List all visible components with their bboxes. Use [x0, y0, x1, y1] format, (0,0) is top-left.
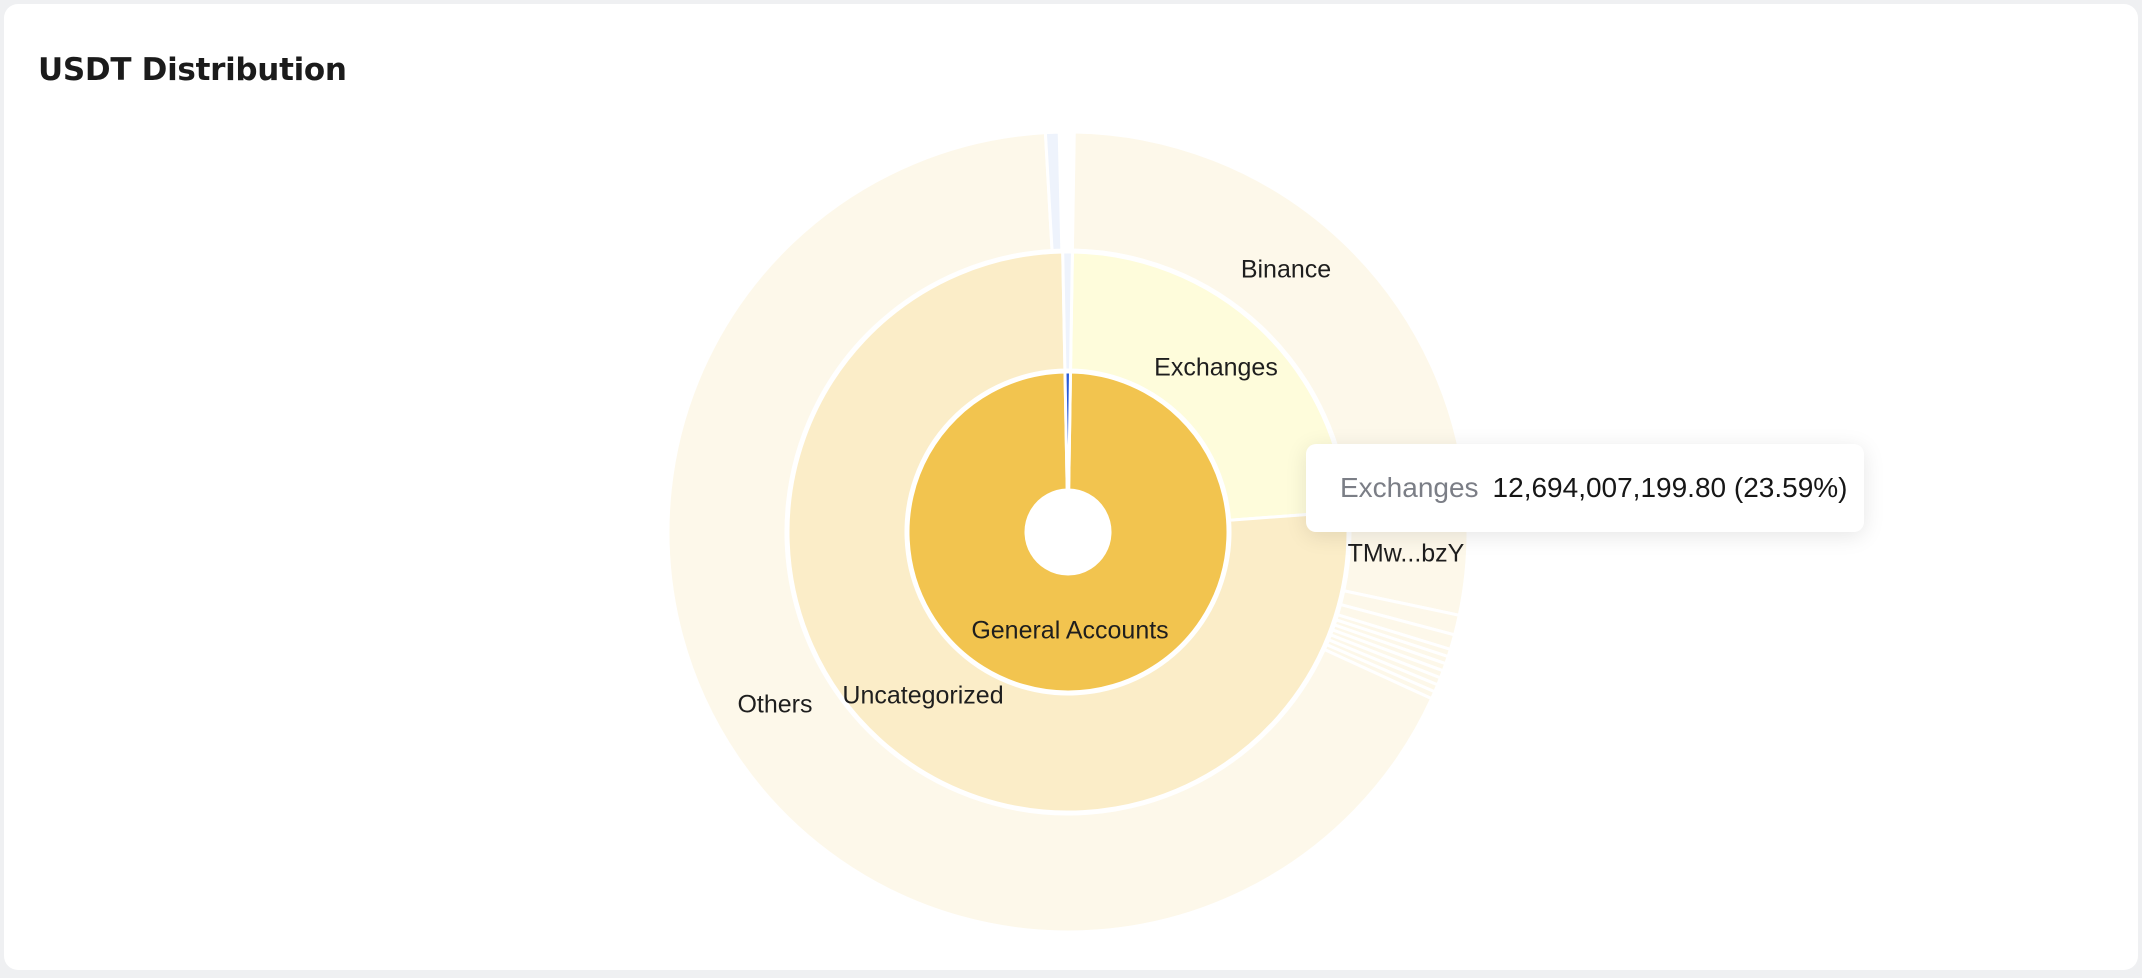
ring2-segment-2[interactable] [1061, 250, 1074, 372]
ring1-segment-1[interactable] [1063, 370, 1073, 492]
segment-label-general-accounts: General Accounts [971, 617, 1168, 645]
segment-label-exchanges: Exchanges [1154, 354, 1278, 382]
tooltip-value: 12,694,007,199.80 (23.59%) [1492, 472, 1848, 503]
chart-title: USDT Distribution [38, 52, 347, 88]
segment-label-binance: Binance [1241, 256, 1331, 284]
tooltip-series-name: Exchanges [1340, 472, 1479, 503]
chart-tooltip: Exchanges 12,694,007,199.80 (23.59%) [1306, 444, 1864, 532]
ring3-others[interactable] [666, 131, 1434, 934]
ring2-uncategorized[interactable] [786, 250, 1350, 814]
segment-label-others: Others [737, 691, 812, 719]
segment-label-tmw-bzy: TMw...bzY [1348, 540, 1465, 568]
ring3-segment-12[interactable] [1043, 130, 1064, 253]
segment-label-uncategorized: Uncategorized [842, 682, 1003, 710]
ring1-general-accounts[interactable] [906, 370, 1230, 694]
